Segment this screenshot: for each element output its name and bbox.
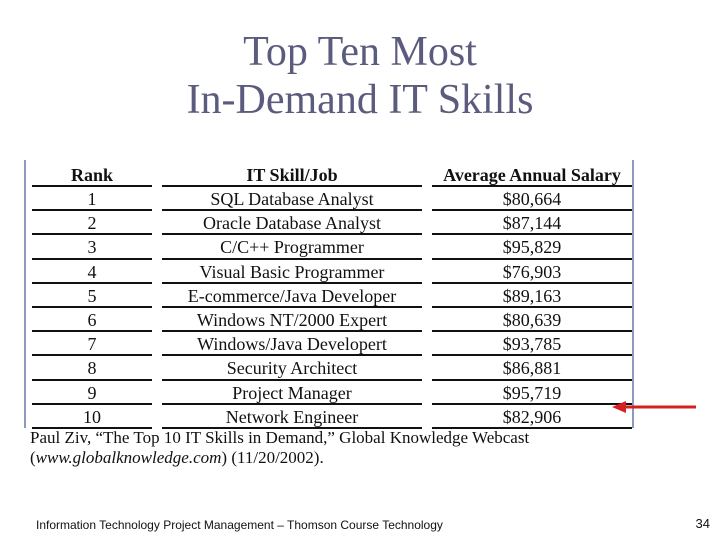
cell-skill: Oracle Database Analyst (203, 213, 381, 234)
table-row: 7 Windows/Java Developert $93,785 (26, 331, 632, 355)
table-row: 3 C/C++ Programmer $95,829 (26, 234, 632, 258)
cell-salary: $87,144 (502, 213, 562, 234)
cell-salary: $80,639 (502, 310, 562, 330)
table-rule (162, 330, 422, 333)
table-rule (162, 209, 422, 212)
table-rule (32, 378, 152, 381)
cell-skill: Project Manager (232, 382, 352, 403)
cell-skill: C/C++ Programmer (220, 237, 364, 258)
table-rule (432, 378, 632, 381)
cell-salary: $86,881 (502, 358, 562, 379)
table-row: 4 Visual Basic Programmer $76,903 (26, 259, 632, 283)
table-rule (32, 427, 152, 429)
cell-skill: Windows/Java Developert (197, 334, 387, 355)
cell-salary: $80,664 (502, 189, 562, 209)
arrow-left-icon (612, 401, 696, 413)
table-rule (32, 330, 152, 333)
table-rule (162, 378, 422, 381)
slide-title: Top Ten Most In-Demand IT Skills (0, 28, 720, 124)
cell-salary: $89,163 (502, 285, 562, 306)
table-rule (162, 257, 422, 260)
table-rule (162, 281, 422, 284)
table-rule (432, 257, 632, 260)
footer-text: Information Technology Project Managemen… (36, 518, 443, 532)
cell-skill: Visual Basic Programmer (199, 261, 385, 282)
table-rule (32, 209, 152, 212)
table-rule (162, 233, 422, 236)
table-rule (432, 330, 632, 333)
table-rule (32, 354, 152, 357)
title-line-1: Top Ten Most (243, 29, 477, 75)
table-rule (432, 306, 632, 308)
citation-date: ) (11/20/2002). (221, 448, 324, 467)
cell-skill: E-commerce/Java Developer (187, 285, 397, 306)
table-rule (432, 233, 632, 236)
cell-rank: 9 (87, 382, 97, 403)
cell-rank: 1 (87, 189, 97, 209)
cell-rank: 8 (87, 358, 97, 379)
cell-rank: 6 (87, 310, 97, 330)
table-row: 1 SQL Database Analyst $80,664 (26, 186, 632, 210)
cell-skill: Security Architect (226, 358, 358, 379)
cell-rank: 4 (87, 261, 97, 282)
citation-open-paren: ( (30, 448, 36, 467)
citation-line-2: (www.globalknowledge.com) (11/20/2002). (30, 448, 630, 468)
table-rule (432, 209, 632, 212)
page-number: 34 (695, 516, 710, 531)
table-rule (162, 354, 422, 357)
table-rule (32, 281, 152, 284)
cell-rank: 2 (87, 213, 97, 234)
cell-skill: Network Engineer (225, 406, 359, 427)
table-row: 2 Oracle Database Analyst $87,144 (26, 210, 632, 234)
cell-rank: 5 (87, 285, 97, 306)
cell-skill: SQL Database Analyst (210, 189, 374, 209)
table-rule (162, 306, 422, 308)
table-rule (32, 306, 152, 308)
cell-salary: $95,719 (502, 382, 562, 403)
table-rule (162, 427, 422, 429)
table-rule (32, 402, 152, 405)
cell-rank: 3 (87, 237, 97, 258)
cell-salary: $76,903 (502, 261, 562, 282)
header-skill: IT Skill/Job (246, 165, 338, 185)
cell-salary: $82,906 (502, 406, 562, 427)
table-rule (32, 185, 152, 187)
header-salary: Average Annual Salary (443, 165, 621, 185)
table-rule (32, 257, 152, 260)
table-rule (162, 402, 422, 405)
table-row: 9 Project Manager $95,719 (26, 380, 632, 404)
cell-rank: 10 (83, 406, 101, 427)
table-rule (432, 354, 632, 357)
table-rule (432, 402, 632, 405)
table-header-row: Rank IT Skill/Job Average Annual Salary (26, 162, 632, 186)
table-row: 5 E-commerce/Java Developer $89,163 (26, 283, 632, 307)
table-row: 10 Network Engineer $82,906 (26, 404, 632, 428)
cell-salary: $95,829 (502, 237, 562, 258)
cell-salary: $93,785 (502, 334, 562, 355)
source-citation: Paul Ziv, “The Top 10 IT Skills in Deman… (30, 428, 630, 468)
table-rule (432, 427, 632, 429)
cell-rank: 7 (87, 334, 97, 355)
table-rule (32, 233, 152, 236)
table-rule (432, 281, 632, 284)
cell-skill: Windows NT/2000 Expert (196, 310, 388, 330)
skills-table: Rank IT Skill/Job Average Annual Salary … (24, 160, 634, 429)
table-rule (432, 185, 632, 187)
table-row: 6 Windows NT/2000 Expert $80,639 (26, 307, 632, 331)
citation-line-1: Paul Ziv, “The Top 10 IT Skills in Deman… (30, 428, 530, 447)
title-line-2: In-Demand IT Skills (186, 77, 534, 123)
citation-url: www.globalknowledge.com (35, 448, 222, 467)
table-row: 8 Security Architect $86,881 (26, 355, 632, 379)
header-rank: Rank (70, 165, 114, 185)
table-rule (162, 185, 422, 187)
